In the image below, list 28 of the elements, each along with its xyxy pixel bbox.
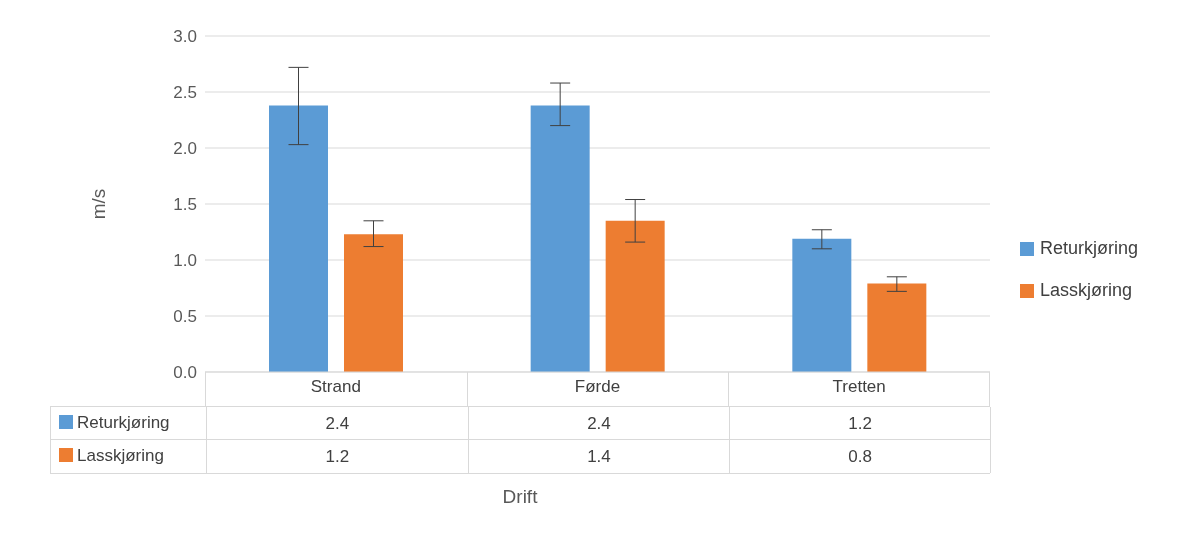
- y-axis-title: m/s: [87, 188, 109, 220]
- y-tick-label: 0.0: [173, 363, 197, 383]
- data-label: 1.4: [467, 440, 730, 473]
- legend-label: Lasskjøring: [1039, 280, 1134, 302]
- x-tick-label: Strand: [310, 377, 361, 397]
- y-tick-label: 1.5: [173, 195, 197, 215]
- data-label: 0.8: [729, 440, 991, 473]
- text: Lasskjøring: [77, 446, 164, 465]
- y-tick-label: 2.5: [173, 83, 197, 103]
- bar: [605, 220, 665, 372]
- bar: [867, 283, 927, 372]
- data-label: 2.4: [467, 407, 730, 440]
- data-label: 1.2: [206, 440, 468, 473]
- bar: [269, 105, 328, 372]
- bar: [792, 238, 852, 372]
- bar: [344, 234, 403, 372]
- x-tick-label: Tretten: [832, 377, 886, 397]
- y-tick-label: 0.5: [173, 307, 197, 327]
- data-label: 2.4: [206, 407, 468, 440]
- data-label: 1.2: [729, 407, 991, 440]
- bar: [530, 105, 590, 372]
- legend-label: Returkjøring: [77, 413, 170, 433]
- x-axis-title: Drift: [501, 486, 539, 508]
- y-tick-label: 3.0: [173, 27, 197, 47]
- text: Returkjøring: [1040, 238, 1139, 258]
- y-tick-label: 2.0: [173, 139, 197, 159]
- y-tick-label: 1.0: [173, 251, 197, 271]
- x-tick-label: Førde: [574, 377, 621, 397]
